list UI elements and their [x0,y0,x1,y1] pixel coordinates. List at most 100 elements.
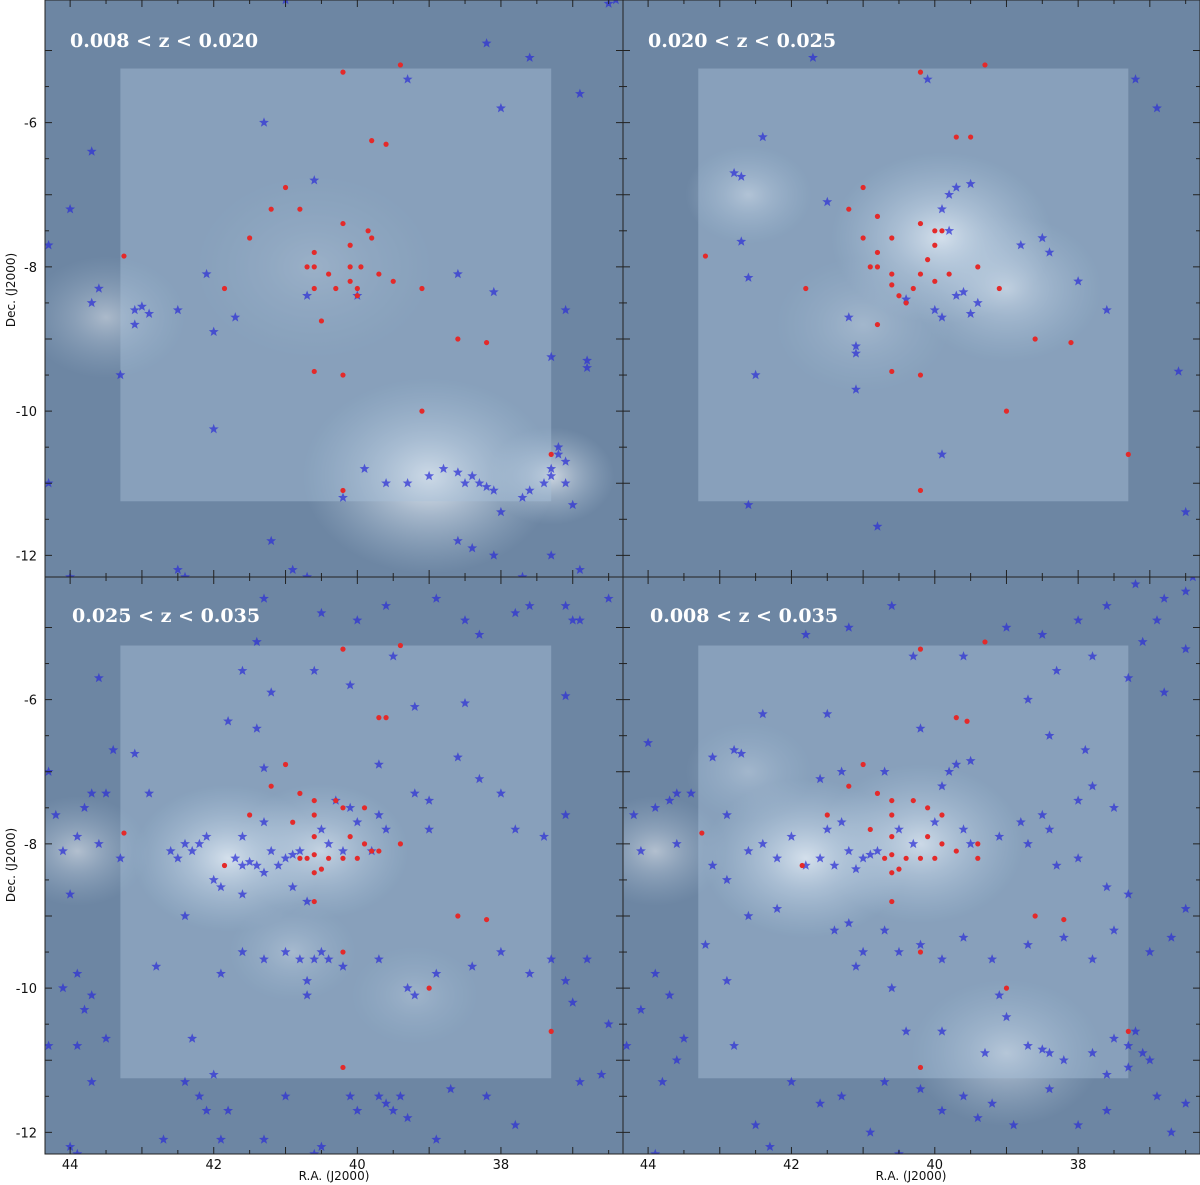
galaxy-star-marker [567,615,578,625]
red-dot-marker [917,69,924,75]
red-dot-marker [874,213,881,219]
galaxy-star-marker [972,1112,983,1123]
galaxy-star-marker [596,1069,607,1079]
red-dot-marker [996,285,1002,292]
galaxy-star-marker [1123,889,1134,899]
galaxy-star-marker [287,849,298,859]
galaxy-star-marker [373,759,384,769]
galaxy-star-marker [729,744,739,755]
galaxy-star-marker [872,521,883,531]
red-dot-marker [247,812,253,818]
galaxy-star-marker [1173,366,1184,376]
galaxy-star-marker [1001,622,1012,632]
galaxy-star-marker [1073,1119,1084,1130]
galaxy-star-marker [1137,1047,1148,1058]
galaxy-star-marker [1189,577,1196,582]
red-dot-marker [369,848,375,854]
galaxy-star-marker [259,867,269,877]
galaxy-star-marker [972,297,983,308]
galaxy-star-marker [929,304,940,315]
red-dot-marker [361,841,368,847]
galaxy-star-marker [345,1091,356,1101]
galaxy-star-marker [180,1076,190,1087]
red-dot-marker [889,852,895,858]
red-dot-marker [917,1064,924,1071]
red-dot-marker [953,848,959,854]
red-dot-marker [340,372,346,378]
galaxy-star-marker [994,990,1005,1000]
galaxy-star-marker [1051,860,1062,870]
galaxy-star-marker [187,1033,198,1043]
y-tick-label: -10 [16,405,37,420]
galaxy-star-marker [560,304,571,315]
red-dot-marker [889,235,895,241]
galaxy-star-marker [1130,74,1141,84]
galaxy-star-marker [388,1105,399,1115]
galaxy-star-marker [266,687,277,697]
galaxy-star-marker [1159,687,1170,697]
galaxy-star-marker [1037,1044,1048,1054]
galaxy-star-marker [858,853,869,863]
galaxy-star-marker [743,272,754,282]
galaxy-star-marker [1159,593,1170,603]
red-dot-marker [376,271,382,277]
red-dot-marker [297,206,303,212]
galaxy-star-marker [1109,925,1119,935]
galaxy-star-marker [650,968,661,978]
galaxy-star-marker [259,1134,269,1144]
galaxy-star-marker [567,997,578,1007]
red-dot-marker [121,253,127,259]
galaxy-star-marker [1008,1119,1019,1130]
galaxy-star-marker [707,752,718,762]
x-tick-label: 40 [349,1158,366,1173]
galaxy-star-marker [722,975,732,986]
red-dot-marker [548,1028,554,1034]
galaxy-star-marker [1123,1062,1134,1072]
galaxy-star-marker [1087,1047,1098,1058]
galaxy-star-marker [194,1091,205,1101]
galaxy-star-marker [474,478,485,488]
galaxy-star-marker [45,478,54,488]
red-dot-marker [889,271,895,277]
red-dot-marker [383,141,389,147]
red-dot-marker [889,834,895,840]
galaxy-star-marker [467,470,478,481]
galaxy-star-marker [352,615,363,625]
galaxy-star-marker [815,1098,826,1108]
galaxy-star-marker [524,485,535,495]
galaxy-star-marker [560,600,571,611]
red-dot-marker [1125,451,1131,457]
red-dot-marker [896,293,902,299]
galaxy-star-marker [474,773,485,784]
galaxy-star-marker [294,845,305,856]
galaxy-star-marker [302,896,312,906]
galaxy-star-marker [496,946,506,957]
galaxy-star-marker [657,1076,668,1087]
galaxy-star-marker [86,788,97,798]
galaxy-star-marker [309,954,320,964]
galaxy-star-marker [345,680,356,690]
density-peak [45,796,149,906]
galaxy-star-marker [86,990,97,1000]
red-dot-marker [903,300,909,306]
galaxy-star-marker [302,290,312,300]
red-dot-marker [354,855,360,861]
galaxy-star-marker [800,860,811,870]
galaxy-star-marker [180,910,190,921]
galaxy-star-marker [958,1091,969,1101]
galaxy-star-marker [575,564,585,574]
red-dot-marker [483,916,490,923]
galaxy-star-marker [223,1105,233,1115]
red-dot-marker [369,138,375,144]
galaxy-star-marker [546,470,557,481]
galaxy-star-marker [201,831,212,841]
galaxy-star-marker [1044,247,1055,257]
galaxy-star-marker [1073,276,1084,286]
panel-title: 0.008 < z < 0.035 [650,605,838,627]
galaxy-star-marker [101,1033,111,1043]
galaxy-star-marker [452,535,463,546]
galaxy-star-marker [496,788,506,798]
galaxy-star-marker [958,286,969,297]
red-dot-marker [867,264,873,270]
panel-title: 0.020 < z < 0.025 [648,30,836,52]
